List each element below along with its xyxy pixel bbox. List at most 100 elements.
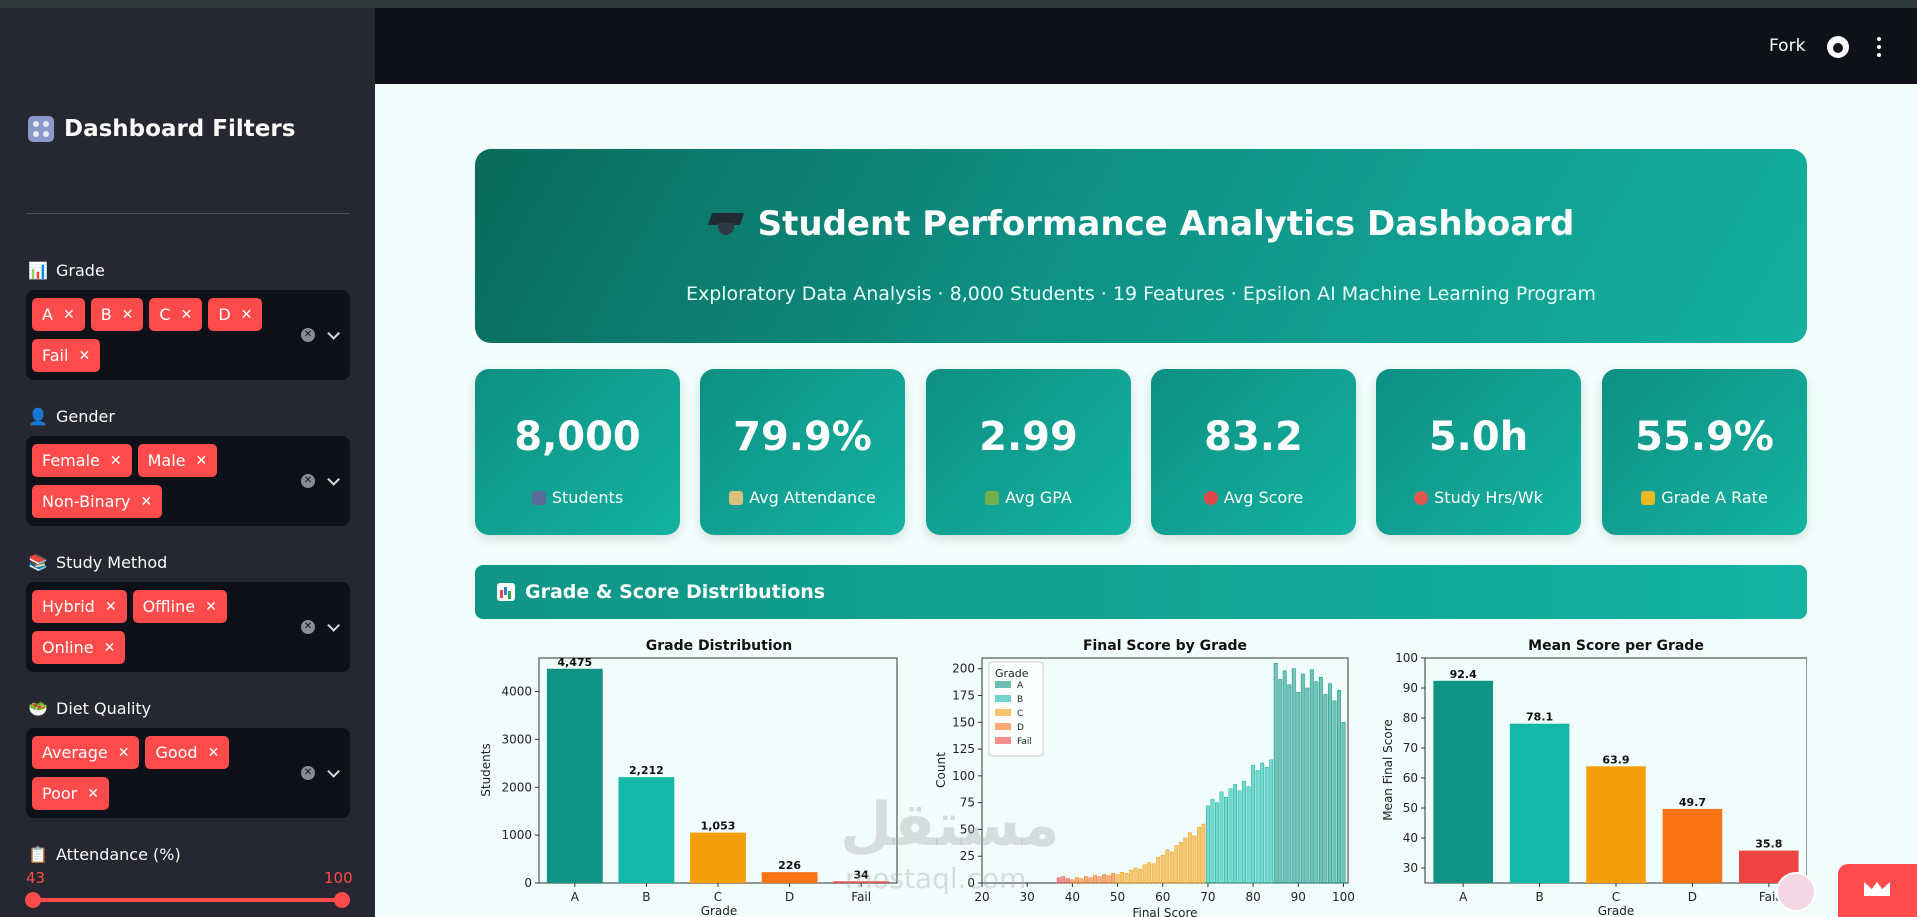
grade-tag-fail[interactable]: Fail ✕ [32,339,101,372]
chevron-down-icon[interactable] [327,618,340,632]
chart-title: Grade Distribution [646,638,792,654]
y-tick-label: 200 [952,662,975,676]
legend-swatch [995,723,1011,730]
clear-all-icon[interactable]: ✕ [301,620,315,634]
gender-tag-male[interactable]: Male ✕ [137,444,218,477]
fork-button[interactable]: Fork [1769,36,1806,56]
section-title: Grade & Score Distributions [525,581,826,603]
diet-tag-good[interactable]: Good ✕ [145,736,230,769]
attendance-slider-min-handle[interactable] [25,892,41,908]
remove-tag-icon[interactable]: ✕ [195,452,208,469]
histogram-bar [1088,877,1093,884]
histogram-bar [1102,874,1106,884]
remove-tag-icon[interactable]: ✕ [140,493,153,510]
crown-badge-button[interactable] [1838,864,1917,917]
tag-label: Average [42,743,108,762]
histogram-bar [1192,835,1197,884]
y-tick-label: 60 [1403,771,1418,785]
diet-quality-multiselect[interactable]: Average ✕ Good ✕ Poor ✕ ✕ [26,728,350,818]
chevron-down-icon[interactable] [327,472,340,486]
study-tag-offline[interactable]: Offline ✕ [132,590,227,623]
histogram-bar [1264,767,1269,884]
histogram-bar [1305,687,1310,884]
clear-all-icon[interactable]: ✕ [301,328,315,342]
hero-title: Student Performance Analytics Dashboard [475,204,1807,244]
bars: 92.4 78.1 63.9 49.7 35.8 [1433,668,1799,883]
kpi-value: 8,000 [514,414,641,460]
histogram-bar [1224,797,1228,884]
histogram-bar [1255,770,1260,884]
diet-tag-average[interactable]: Average ✕ [32,736,140,769]
bar-d [761,872,818,883]
multiselect-controls: ✕ [301,472,340,488]
kpi-card-score: 83.2 Avg Score [1151,369,1356,535]
remove-tag-icon[interactable]: ✕ [62,306,75,323]
data-label: 92.4 [1450,668,1477,681]
clipboard-icon [729,490,744,505]
alarm-clock-icon [1414,490,1429,505]
grade-filter-label-text: Grade [56,261,105,280]
more-vertical-icon[interactable] [1877,37,1881,57]
tag-label: C [159,305,171,324]
remove-tag-icon[interactable]: ✕ [78,347,91,364]
histogram-bar [1120,872,1125,884]
x-axis-label: Final Score [1132,906,1197,917]
attendance-slider-track[interactable] [33,898,343,902]
x-tick-label: 30 [1020,890,1035,904]
legend-label: Fail [1017,737,1032,747]
histogram-bar [1147,862,1152,884]
histogram-bar [1111,873,1115,884]
remove-tag-icon[interactable]: ✕ [103,639,116,656]
y-axis-label: Mean Final Score [1381,719,1395,821]
books-icon: 📚 [28,553,48,572]
github-icon[interactable] [1827,36,1849,58]
grade-tag-a[interactable]: A ✕ [32,298,85,331]
grade-tag-b[interactable]: B ✕ [90,298,144,331]
chevron-down-icon[interactable] [327,764,340,778]
diet-tag-poor[interactable]: Poor ✕ [32,777,109,810]
legend-label: C [1017,709,1023,719]
chevron-down-icon[interactable] [327,326,340,340]
tag-label: Good [155,743,198,762]
sidebar: Dashboard Filters 📊 Grade A ✕ B ✕ C ✕ D ✕ Fa… [0,8,375,917]
study-tag-hybrid[interactable]: Hybrid ✕ [32,590,127,623]
grade-tag-c[interactable]: C ✕ [149,298,203,331]
clear-all-icon[interactable]: ✕ [301,766,315,780]
graduation-cap-icon [708,209,744,239]
x-tick-label: 60 [1155,890,1170,904]
gender-filter-label: 👤 Gender [28,407,115,426]
y-axis-label: Count [934,752,948,788]
diet-quality-filter-label-text: Diet Quality [56,699,152,718]
kpi-label: Grade A Rate [1602,488,1807,507]
gender-multiselect[interactable]: Female ✕ Male ✕ Non-Binary ✕ ✕ [26,436,350,526]
gender-tag-non-binary[interactable]: Non-Binary ✕ [32,485,163,518]
grade-multiselect[interactable]: A ✕ B ✕ C ✕ D ✕ Fail ✕ ✕ [26,290,350,380]
remove-tag-icon[interactable]: ✕ [87,785,99,802]
remove-tag-icon[interactable]: ✕ [240,306,253,323]
clear-all-icon[interactable]: ✕ [301,474,315,488]
remove-tag-icon[interactable]: ✕ [117,744,130,761]
multiselect-controls: ✕ [301,326,340,342]
attendance-slider-max: 100 [324,869,353,887]
remove-tag-icon[interactable]: ✕ [180,306,193,323]
histogram-bar [1282,670,1287,884]
grade-tag-d[interactable]: D ✕ [208,298,263,331]
histogram-bar [1196,827,1201,884]
remove-tag-icon[interactable]: ✕ [205,598,217,615]
x-tick-label: D [785,890,794,904]
gender-tag-female[interactable]: Female ✕ [32,444,132,477]
attendance-slider-max-handle[interactable] [334,892,350,908]
y-tick-label: 2000 [501,780,532,794]
histogram-bar [1260,762,1265,884]
remove-tag-icon[interactable]: ✕ [104,598,117,615]
remove-tag-icon[interactable]: ✕ [207,744,220,761]
study-tag-online[interactable]: Online ✕ [32,631,126,664]
study-method-filter-label-text: Study Method [56,553,168,572]
bar-a [1433,680,1493,883]
multiselect-controls: ✕ [301,764,340,780]
remove-tag-icon[interactable]: ✕ [121,306,134,323]
remove-tag-icon[interactable]: ✕ [109,452,122,469]
avatar[interactable] [1776,872,1816,912]
control-knobs-icon [28,116,54,142]
study-method-multiselect[interactable]: Hybrid ✕ Offline ✕ Online ✕ ✕ [26,582,350,672]
